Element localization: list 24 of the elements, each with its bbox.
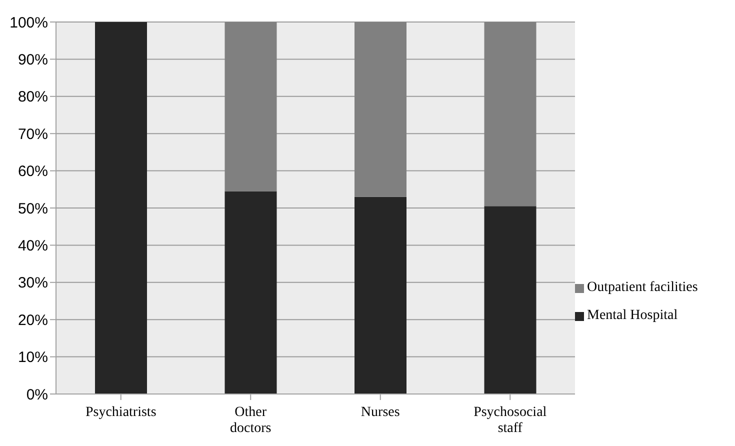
- bar: [224, 22, 277, 192]
- bar: [354, 22, 406, 197]
- bar: [484, 22, 536, 206]
- x-tick-label: Nurses: [360, 405, 400, 420]
- bar: [354, 196, 406, 394]
- y-tick-label: 50%: [18, 200, 48, 218]
- x-tick-label: Psychosocial staff: [474, 405, 547, 436]
- x-tick-label: Other doctors: [230, 405, 272, 436]
- y-tick-label: 70%: [18, 126, 48, 143]
- y-tick-label: 100%: [10, 14, 48, 32]
- y-tick-label: 80%: [18, 88, 48, 106]
- legend-label: Mental Hospital: [587, 308, 678, 324]
- y-tick-label: 10%: [18, 349, 48, 366]
- y-tick-label: 40%: [18, 238, 48, 255]
- bar: [224, 191, 277, 394]
- y-tick-label: 90%: [18, 52, 48, 69]
- y-tick-label: 60%: [18, 163, 48, 180]
- y-tick-label: 0%: [26, 386, 48, 404]
- y-tick-label: 30%: [18, 274, 48, 292]
- bar: [484, 206, 536, 394]
- legend-label: Outpatient facilities: [587, 280, 698, 296]
- bar: [95, 22, 147, 394]
- y-tick-label: 20%: [18, 312, 48, 329]
- x-tick-label: Psychiatrists: [85, 405, 156, 420]
